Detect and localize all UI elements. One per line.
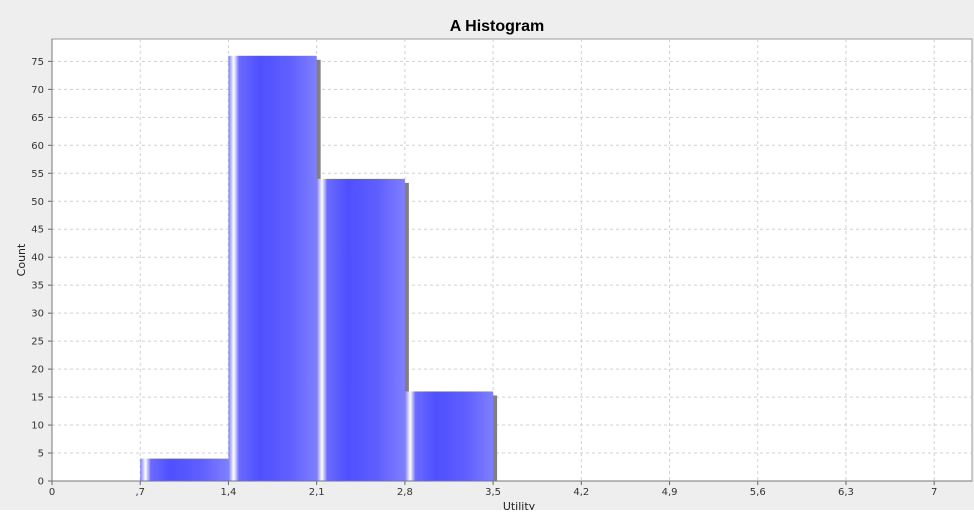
bars [140, 55, 498, 481]
axes: 0 5 10 15 20 25 30 35 40 45 50 55 60 65 70 75 0 ,7 1,4 2,1 2… [31, 39, 972, 498]
histogram-bar [404, 391, 494, 481]
x-tick-label: 4,9 [662, 487, 678, 498]
y-tick-label: 30 [31, 309, 44, 320]
x-tick-label: 0 [49, 487, 55, 498]
y-tick-label: 55 [31, 169, 44, 180]
histogram-bar [228, 55, 317, 481]
y-tick-label: 20 [31, 365, 44, 376]
y-tick-label: 5 [38, 449, 44, 460]
y-tick-label: 70 [31, 85, 44, 96]
y-axis-label: Count [15, 243, 28, 276]
x-tick-label: 5,6 [750, 487, 766, 498]
y-tick-label: 15 [31, 393, 44, 404]
x-tick-label: 7 [931, 487, 937, 498]
y-tick-label: 10 [31, 421, 44, 432]
x-tick-label: 2,1 [309, 487, 325, 498]
y-tick-label: 60 [31, 141, 44, 152]
y-tick-label: 0 [38, 477, 44, 488]
y-tick-label: 75 [31, 57, 44, 68]
y-tick-label: 45 [31, 225, 44, 236]
histogram-bar [140, 458, 229, 481]
histogram-bar [316, 178, 405, 481]
y-tick-label: 35 [31, 281, 44, 292]
y-tick-label: 50 [31, 197, 44, 208]
x-tick-label: 1,4 [220, 487, 236, 498]
y-tick-label: 65 [31, 113, 44, 124]
x-tick-label: 3,5 [485, 487, 501, 498]
x-axis-label: Utility [503, 500, 536, 510]
x-tick-label: ,7 [135, 487, 145, 498]
x-tick-label: 2,8 [397, 487, 413, 498]
x-tick-label: 6,3 [838, 487, 854, 498]
plot-area [51, 38, 973, 482]
y-tick-label: 25 [31, 337, 44, 348]
chart-title: A Histogram [450, 18, 545, 35]
x-tick-label: 4,2 [573, 487, 589, 498]
y-tick-label: 40 [31, 253, 44, 264]
